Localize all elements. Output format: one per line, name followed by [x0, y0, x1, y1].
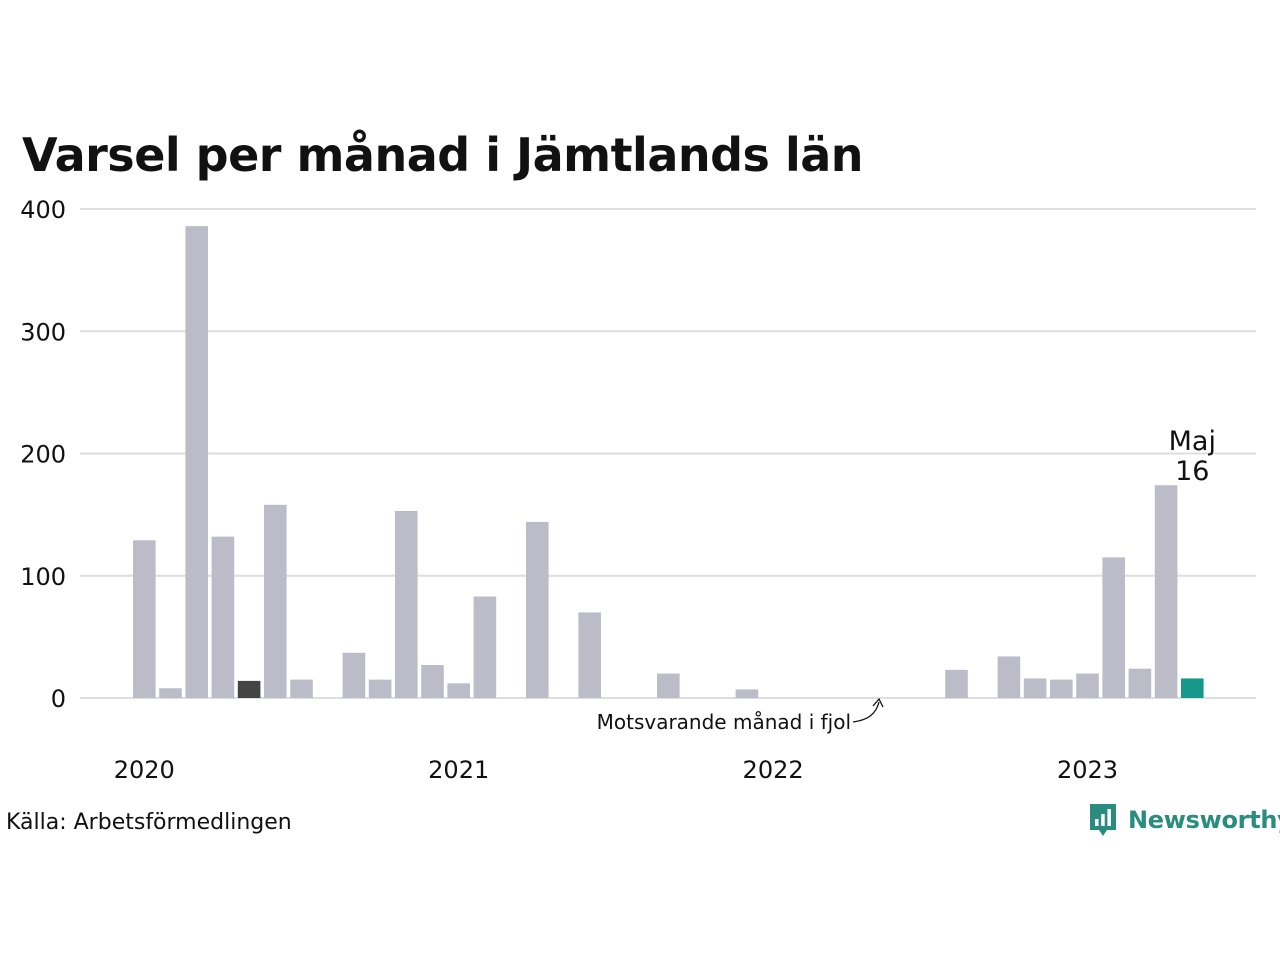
newsworthy-logo-icon — [1090, 804, 1116, 836]
bar-2021-01 — [447, 683, 470, 698]
current-month-label: Maj — [1169, 426, 1216, 457]
bar-2020-07 — [290, 679, 313, 698]
annotations: Maj 16 Motsvarande månad i fjol — [597, 426, 1216, 734]
y-tick-label: 300 — [20, 318, 66, 346]
bar-2023-01 — [1076, 673, 1099, 698]
bar-2020-03 — [185, 226, 208, 699]
bar-2020-01 — [133, 540, 156, 698]
chart-title: Varsel per månad i Jämtlands län — [22, 128, 864, 182]
x-tick-label: 2023 — [1057, 756, 1118, 784]
bar-2021-09 — [657, 673, 680, 698]
bar-2021-06 — [578, 612, 601, 698]
bar-2020-05 — [237, 680, 261, 698]
y-axis-ticks: 0 100 200 300 400 — [20, 196, 66, 713]
bar-2020-02 — [159, 688, 182, 698]
bar-2020-09 — [342, 652, 366, 698]
previous-year-arrow — [852, 701, 880, 723]
bar-2022-11 — [1023, 678, 1047, 698]
current-value-label: 16 — [1175, 456, 1209, 487]
bar-2022-10 — [997, 656, 1021, 698]
brand-name: Newsworthy — [1128, 806, 1280, 834]
bar-2022-08 — [945, 669, 968, 698]
grid-lines — [80, 208, 1256, 699]
bar-2021-02 — [473, 596, 497, 698]
y-tick-label: 0 — [51, 685, 66, 713]
bar-2020-11 — [395, 510, 418, 698]
bar-2023-03 — [1128, 668, 1152, 698]
x-tick-label: 2021 — [428, 756, 489, 784]
bar-2023-04 — [1154, 485, 1178, 698]
newsworthy-logo: Newsworthy — [1088, 802, 1280, 838]
bar-2023-05 — [1181, 678, 1204, 698]
y-tick-label: 100 — [20, 563, 66, 591]
bars — [133, 226, 1204, 699]
source-note: Källa: Arbetsförmedlingen — [6, 810, 292, 835]
bar-2020-06 — [264, 504, 287, 698]
bar-2020-04 — [211, 536, 235, 698]
y-tick-label: 400 — [20, 196, 66, 224]
bar-2022-12 — [1050, 679, 1073, 698]
bar-2023-02 — [1102, 557, 1125, 698]
previous-year-arrowhead — [872, 697, 884, 708]
x-axis-ticks: 2020 2021 2022 2023 — [114, 756, 1118, 784]
bar-2021-04 — [526, 521, 549, 698]
bar-2020-12 — [421, 664, 444, 698]
bar-2021-12 — [735, 689, 759, 698]
bar-2020-10 — [368, 679, 392, 698]
previous-year-annotation: Motsvarande månad i fjol — [597, 710, 851, 734]
x-tick-label: 2022 — [743, 756, 804, 784]
y-tick-label: 200 — [20, 441, 66, 469]
x-tick-label: 2020 — [114, 756, 175, 784]
